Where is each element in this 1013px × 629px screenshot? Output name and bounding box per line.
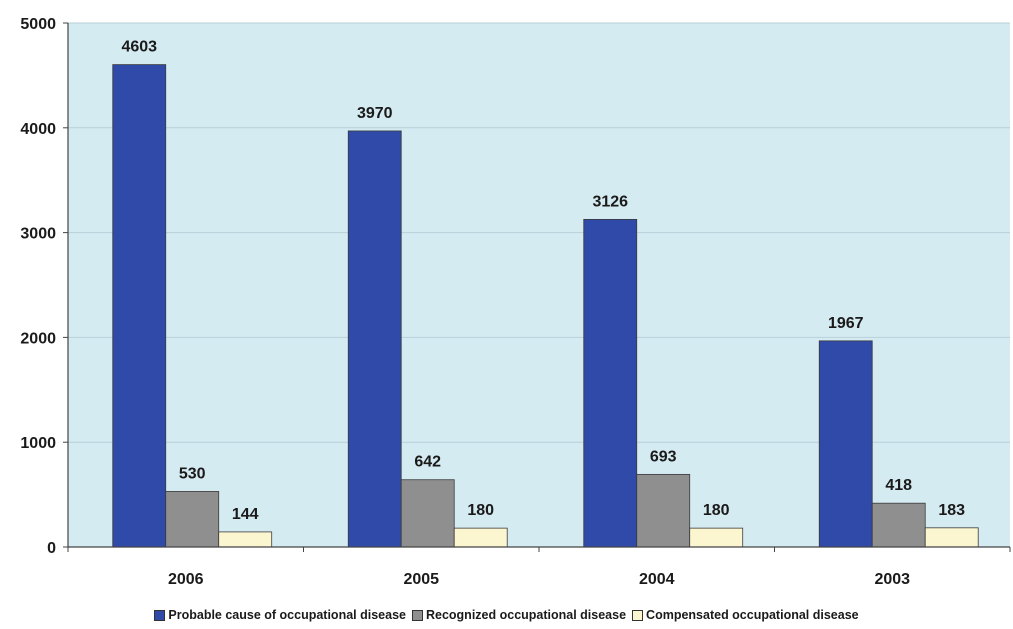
data-label: 183	[938, 502, 965, 519]
legend-swatch	[411, 609, 423, 621]
data-label: 4603	[121, 39, 157, 56]
legend-item: Compensated occupational disease	[632, 608, 859, 622]
bar	[165, 491, 220, 548]
data-label: 144	[232, 506, 259, 523]
data-label: 418	[885, 477, 912, 494]
data-label: 693	[650, 448, 677, 465]
bar	[924, 527, 979, 548]
data-label: 530	[179, 465, 206, 482]
bar	[818, 340, 873, 548]
axes	[63, 22, 1011, 552]
bars	[112, 64, 979, 548]
legend-label: Probable cause of occupational disease	[168, 608, 406, 622]
legend-label: Compensated occupational disease	[646, 608, 859, 622]
y-tick-label: 2000	[20, 330, 56, 347]
legend-label: Recognized occupational disease	[425, 608, 627, 622]
y-tick-label: 5000	[20, 16, 56, 33]
x-tick-label: 2006	[168, 571, 204, 588]
bar	[112, 64, 167, 548]
bar	[583, 218, 638, 548]
legend-swatch	[154, 609, 166, 621]
data-label: 3970	[357, 105, 393, 122]
bar	[218, 531, 273, 548]
bar	[453, 527, 508, 548]
legend-swatch	[632, 609, 644, 621]
x-tick-label: 2005	[403, 571, 439, 588]
legend: Probable cause of occupational disease Re…	[0, 608, 1013, 622]
data-label: 642	[414, 454, 441, 471]
legend-item: Probable cause of occupational disease	[154, 608, 406, 622]
bar	[871, 502, 926, 548]
data-label: 180	[703, 502, 730, 519]
bar	[347, 130, 402, 548]
y-tick-label: 0	[47, 540, 56, 557]
bar	[689, 527, 744, 548]
x-tick-label: 2003	[874, 571, 910, 588]
y-tick-label: 1000	[20, 435, 56, 452]
bar	[636, 473, 691, 548]
data-label: 3126	[592, 193, 628, 210]
data-label: 180	[467, 502, 494, 519]
y-tick-label: 3000	[20, 226, 56, 243]
bar	[400, 479, 455, 548]
labels: 0 1000 2000 3000 4000 5000 2006 4603 530 144 2005 3…	[20, 16, 965, 588]
x-tick-label: 2004	[639, 571, 675, 588]
y-tick-label: 4000	[20, 121, 56, 138]
data-label: 1967	[828, 315, 864, 332]
chart-canvas: 0 1000 2000 3000 4000 5000 2006 4603 530 144 2005 3…	[20, 16, 1011, 588]
legend-item: Recognized occupational disease	[411, 608, 627, 622]
